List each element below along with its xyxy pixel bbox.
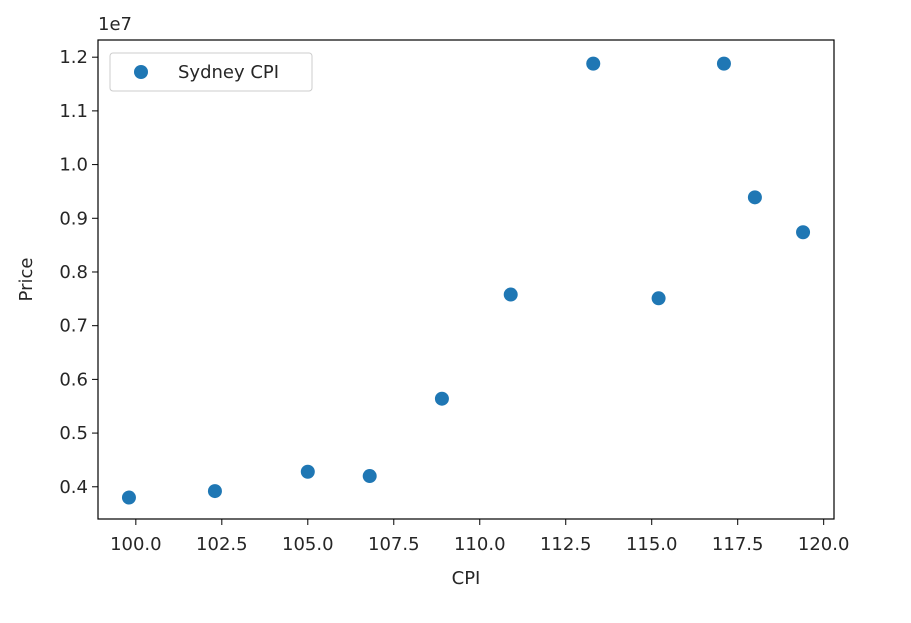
y-tick-label: 0.5 — [59, 423, 88, 444]
x-axis-ticks: 100.0 102.5 105.0 107.5 110.0 112.5 115.0 117.5… — [110, 519, 849, 555]
x-axis-label: CPI — [452, 568, 481, 589]
x-tick-label: 117.5 — [712, 534, 764, 555]
y-offset-label: 1e7 — [98, 14, 132, 35]
legend-label: Sydney CPI — [178, 62, 279, 83]
data-point — [300, 464, 315, 479]
data-point — [434, 391, 449, 406]
data-point — [796, 225, 811, 240]
data-point — [362, 469, 377, 484]
x-tick-label: 105.0 — [282, 534, 334, 555]
y-tick-label: 1.2 — [59, 47, 88, 68]
x-tick-label: 110.0 — [454, 534, 506, 555]
y-axis-label: Price — [16, 258, 37, 302]
data-point — [207, 484, 222, 499]
data-point — [716, 56, 731, 71]
data-point — [586, 56, 601, 71]
plot-frame — [97, 39, 835, 520]
x-tick-label: 120.0 — [798, 534, 850, 555]
y-axis-ticks: 0.4 0.5 0.6 0.7 0.8 0.9 1.0 1.1 1.2 — [59, 47, 98, 498]
y-tick-label: 1.1 — [59, 101, 88, 122]
x-tick-label: 102.5 — [196, 534, 248, 555]
y-tick-label: 0.9 — [59, 208, 88, 229]
data-points — [121, 56, 811, 505]
x-tick-label: 115.0 — [626, 534, 678, 555]
x-tick-label: 112.5 — [540, 534, 592, 555]
y-tick-label: 1.0 — [59, 155, 88, 176]
legend-box — [109, 52, 313, 92]
data-point — [121, 490, 136, 505]
y-tick-label: 0.8 — [59, 262, 88, 283]
data-point — [651, 291, 666, 306]
x-tick-label: 100.0 — [110, 534, 162, 555]
data-point — [503, 287, 518, 302]
y-tick-label: 0.4 — [59, 477, 88, 498]
x-tick-label: 107.5 — [368, 534, 420, 555]
data-point — [747, 190, 762, 205]
legend: Sydney CPI — [109, 52, 313, 92]
y-tick-label: 0.7 — [59, 316, 88, 337]
y-tick-label: 0.6 — [59, 369, 88, 390]
legend-marker — [134, 65, 148, 79]
